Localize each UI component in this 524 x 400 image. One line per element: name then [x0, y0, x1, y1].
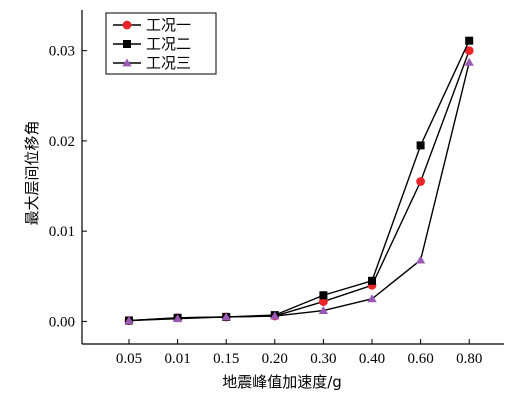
y-axis-ticks: 0.00 0.01 0.02 0.03: [49, 44, 87, 330]
y-tick-label: 0.00: [49, 314, 75, 330]
legend-marker: [122, 20, 132, 30]
data-point: [124, 315, 134, 324]
axes: [81, 10, 504, 345]
data-point: [368, 276, 376, 285]
series-1: [124, 46, 474, 325]
x-axis-ticks: 0.05 0.01 0.15 0.20 0.30 0.40 0.60 0.80: [116, 339, 482, 367]
data-point: [465, 36, 474, 45]
series-line: [128, 62, 470, 322]
series-layer: [124, 36, 474, 325]
legend-label: 工况二: [146, 35, 191, 53]
data-point: [172, 314, 183, 323]
y-tick-label: 0.01: [49, 224, 75, 240]
data-point: [270, 311, 280, 320]
data-point: [464, 57, 474, 66]
data-point: [464, 46, 474, 56]
series-3: [124, 57, 474, 324]
data-point: [415, 255, 426, 264]
x-tick-label: 0.60: [407, 351, 433, 367]
data-point: [221, 312, 231, 321]
legend-label: 工况一: [146, 16, 191, 34]
x-tick-label: 0.80: [456, 351, 482, 367]
x-tick-label: 0.30: [310, 351, 336, 367]
x-axis-label: 地震峰值加速度/g: [222, 373, 342, 391]
legend-marker: [122, 58, 132, 67]
x-tick-label: 0.15: [213, 351, 239, 367]
y-tick-label: 0.02: [49, 134, 75, 150]
x-tick-label: 0.05: [116, 351, 142, 367]
legend-marker: [123, 40, 131, 48]
data-point: [318, 306, 329, 315]
legend-item: 工况一: [113, 16, 191, 34]
data-point: [416, 177, 425, 186]
x-tick-label: 0.01: [164, 351, 190, 367]
x-tick-label: 0.40: [359, 351, 385, 367]
series-line: [128, 50, 470, 322]
legend-item: 工况二: [113, 35, 191, 53]
legend-label: 工况三: [146, 54, 191, 72]
data-point: [367, 294, 377, 303]
y-tick-label: 0.03: [49, 44, 75, 60]
data-point: [416, 141, 425, 150]
y-axis-label: 最大层间位移角: [23, 120, 41, 225]
legend-item: 工况三: [113, 54, 191, 72]
data-point: [319, 291, 328, 300]
data-point: [319, 297, 328, 306]
series-line: [128, 40, 470, 322]
x-tick-label: 0.20: [262, 351, 288, 367]
